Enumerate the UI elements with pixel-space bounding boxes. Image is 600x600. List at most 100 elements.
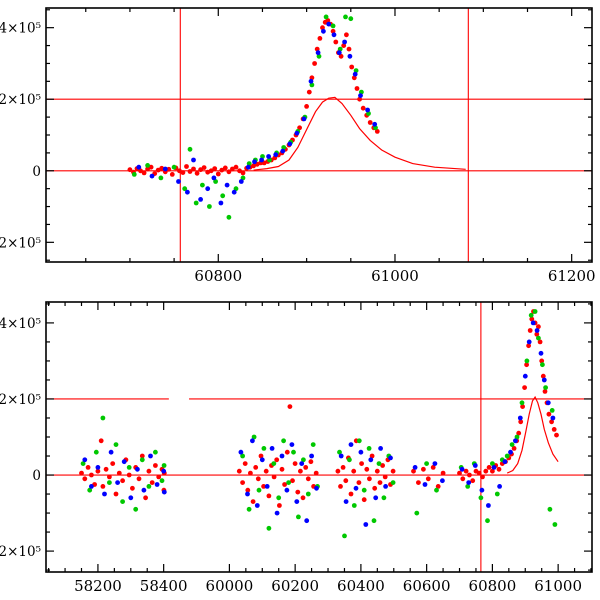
scatter-point bbox=[95, 465, 101, 470]
scatter-point bbox=[354, 86, 360, 91]
scatter-point bbox=[434, 487, 439, 493]
scatter-point bbox=[374, 129, 380, 134]
scatter-point bbox=[308, 459, 314, 465]
scatter-point bbox=[518, 419, 524, 425]
scatter-point bbox=[256, 487, 262, 493]
scatter-point bbox=[113, 442, 119, 447]
y-tick-label: 0 bbox=[32, 164, 41, 180]
scatter-point bbox=[304, 518, 310, 524]
scatter-point bbox=[259, 157, 264, 163]
scatter-point bbox=[187, 146, 193, 152]
scatter-point bbox=[491, 465, 497, 470]
scatter-point bbox=[363, 522, 369, 527]
scatter-point bbox=[191, 166, 196, 172]
scatter-point bbox=[483, 468, 489, 474]
scatter-point bbox=[470, 478, 476, 484]
scatter-point bbox=[347, 457, 352, 463]
scatter-point bbox=[274, 510, 280, 516]
scatter-point bbox=[212, 166, 218, 172]
scatter-point bbox=[534, 328, 540, 333]
scatter-point bbox=[310, 442, 316, 447]
scatter-point bbox=[314, 46, 320, 52]
scatter-point bbox=[213, 179, 219, 184]
scatter-point bbox=[542, 389, 548, 394]
scatter-point bbox=[333, 39, 339, 45]
scatter-point bbox=[240, 453, 246, 459]
scatter-point bbox=[365, 107, 370, 113]
scatter-point bbox=[271, 461, 277, 466]
scatter-point bbox=[360, 105, 366, 111]
scatter-point bbox=[250, 499, 256, 504]
scatter-point bbox=[271, 474, 277, 480]
scatter-point bbox=[440, 478, 445, 484]
scatter-point bbox=[279, 453, 285, 459]
scatter-point bbox=[82, 476, 88, 482]
scatter-point bbox=[127, 167, 133, 173]
scatter-point bbox=[141, 170, 147, 176]
scatter-point bbox=[143, 495, 149, 501]
scatter-point bbox=[504, 453, 510, 459]
scatter-point bbox=[233, 164, 239, 170]
scatter-point bbox=[266, 525, 272, 531]
x-tick-label: 61000 bbox=[371, 267, 419, 285]
scatter-point bbox=[353, 68, 359, 73]
scatter-point bbox=[261, 484, 266, 489]
scatter-point bbox=[287, 141, 293, 147]
scatter-point bbox=[98, 438, 104, 444]
scatter-point bbox=[382, 474, 388, 480]
scatter-point bbox=[301, 116, 307, 122]
scatter-point bbox=[231, 189, 237, 195]
scatter-point bbox=[292, 461, 298, 466]
scatter-point bbox=[372, 485, 378, 491]
scatter-point bbox=[351, 503, 357, 508]
scatter-point bbox=[87, 487, 93, 493]
scatter-point bbox=[219, 167, 225, 173]
scatter-point bbox=[479, 487, 485, 493]
scatter-point bbox=[246, 506, 252, 512]
series-red bbox=[79, 309, 559, 508]
scatter-point bbox=[361, 487, 367, 493]
scatter-point bbox=[215, 171, 221, 177]
scatter-point bbox=[524, 362, 529, 368]
scatter-point bbox=[331, 32, 337, 38]
scatter-point bbox=[89, 472, 94, 478]
scatter-point bbox=[281, 145, 287, 150]
scatter-point bbox=[343, 478, 349, 484]
scatter-point bbox=[383, 484, 388, 489]
scatter-point bbox=[536, 324, 541, 330]
scatter-point bbox=[237, 168, 242, 174]
scatter-point bbox=[251, 163, 256, 169]
scatter-point bbox=[273, 152, 279, 158]
scatter-point bbox=[277, 503, 282, 508]
scatter-point bbox=[519, 400, 525, 406]
scatter-point bbox=[325, 18, 331, 23]
scatter-point bbox=[326, 21, 332, 27]
scatter-point bbox=[264, 484, 270, 489]
scatter-point bbox=[255, 476, 261, 482]
scatter-point bbox=[280, 148, 286, 154]
scatter-point bbox=[338, 453, 344, 459]
scatter-point bbox=[226, 169, 232, 175]
scatter-point bbox=[200, 182, 205, 188]
scatter-point bbox=[411, 468, 416, 474]
scatter-point bbox=[274, 457, 280, 463]
scatter-point bbox=[337, 449, 342, 455]
scatter-point bbox=[242, 461, 248, 466]
scatter-point bbox=[102, 491, 107, 497]
scatter-point bbox=[356, 438, 362, 444]
scatter-point bbox=[537, 339, 543, 345]
scatter-point bbox=[100, 484, 106, 489]
scatter-point bbox=[502, 459, 508, 465]
scatter-point bbox=[236, 468, 242, 474]
scatter-point bbox=[303, 465, 309, 470]
scatter-point bbox=[338, 484, 343, 489]
scatter-point bbox=[368, 457, 374, 463]
scatter-point bbox=[348, 442, 354, 447]
scatter-point bbox=[290, 478, 295, 484]
scatter-point bbox=[250, 438, 255, 444]
scatter-point bbox=[532, 309, 538, 314]
scatter-point bbox=[208, 168, 214, 174]
scatter-point bbox=[259, 457, 265, 463]
